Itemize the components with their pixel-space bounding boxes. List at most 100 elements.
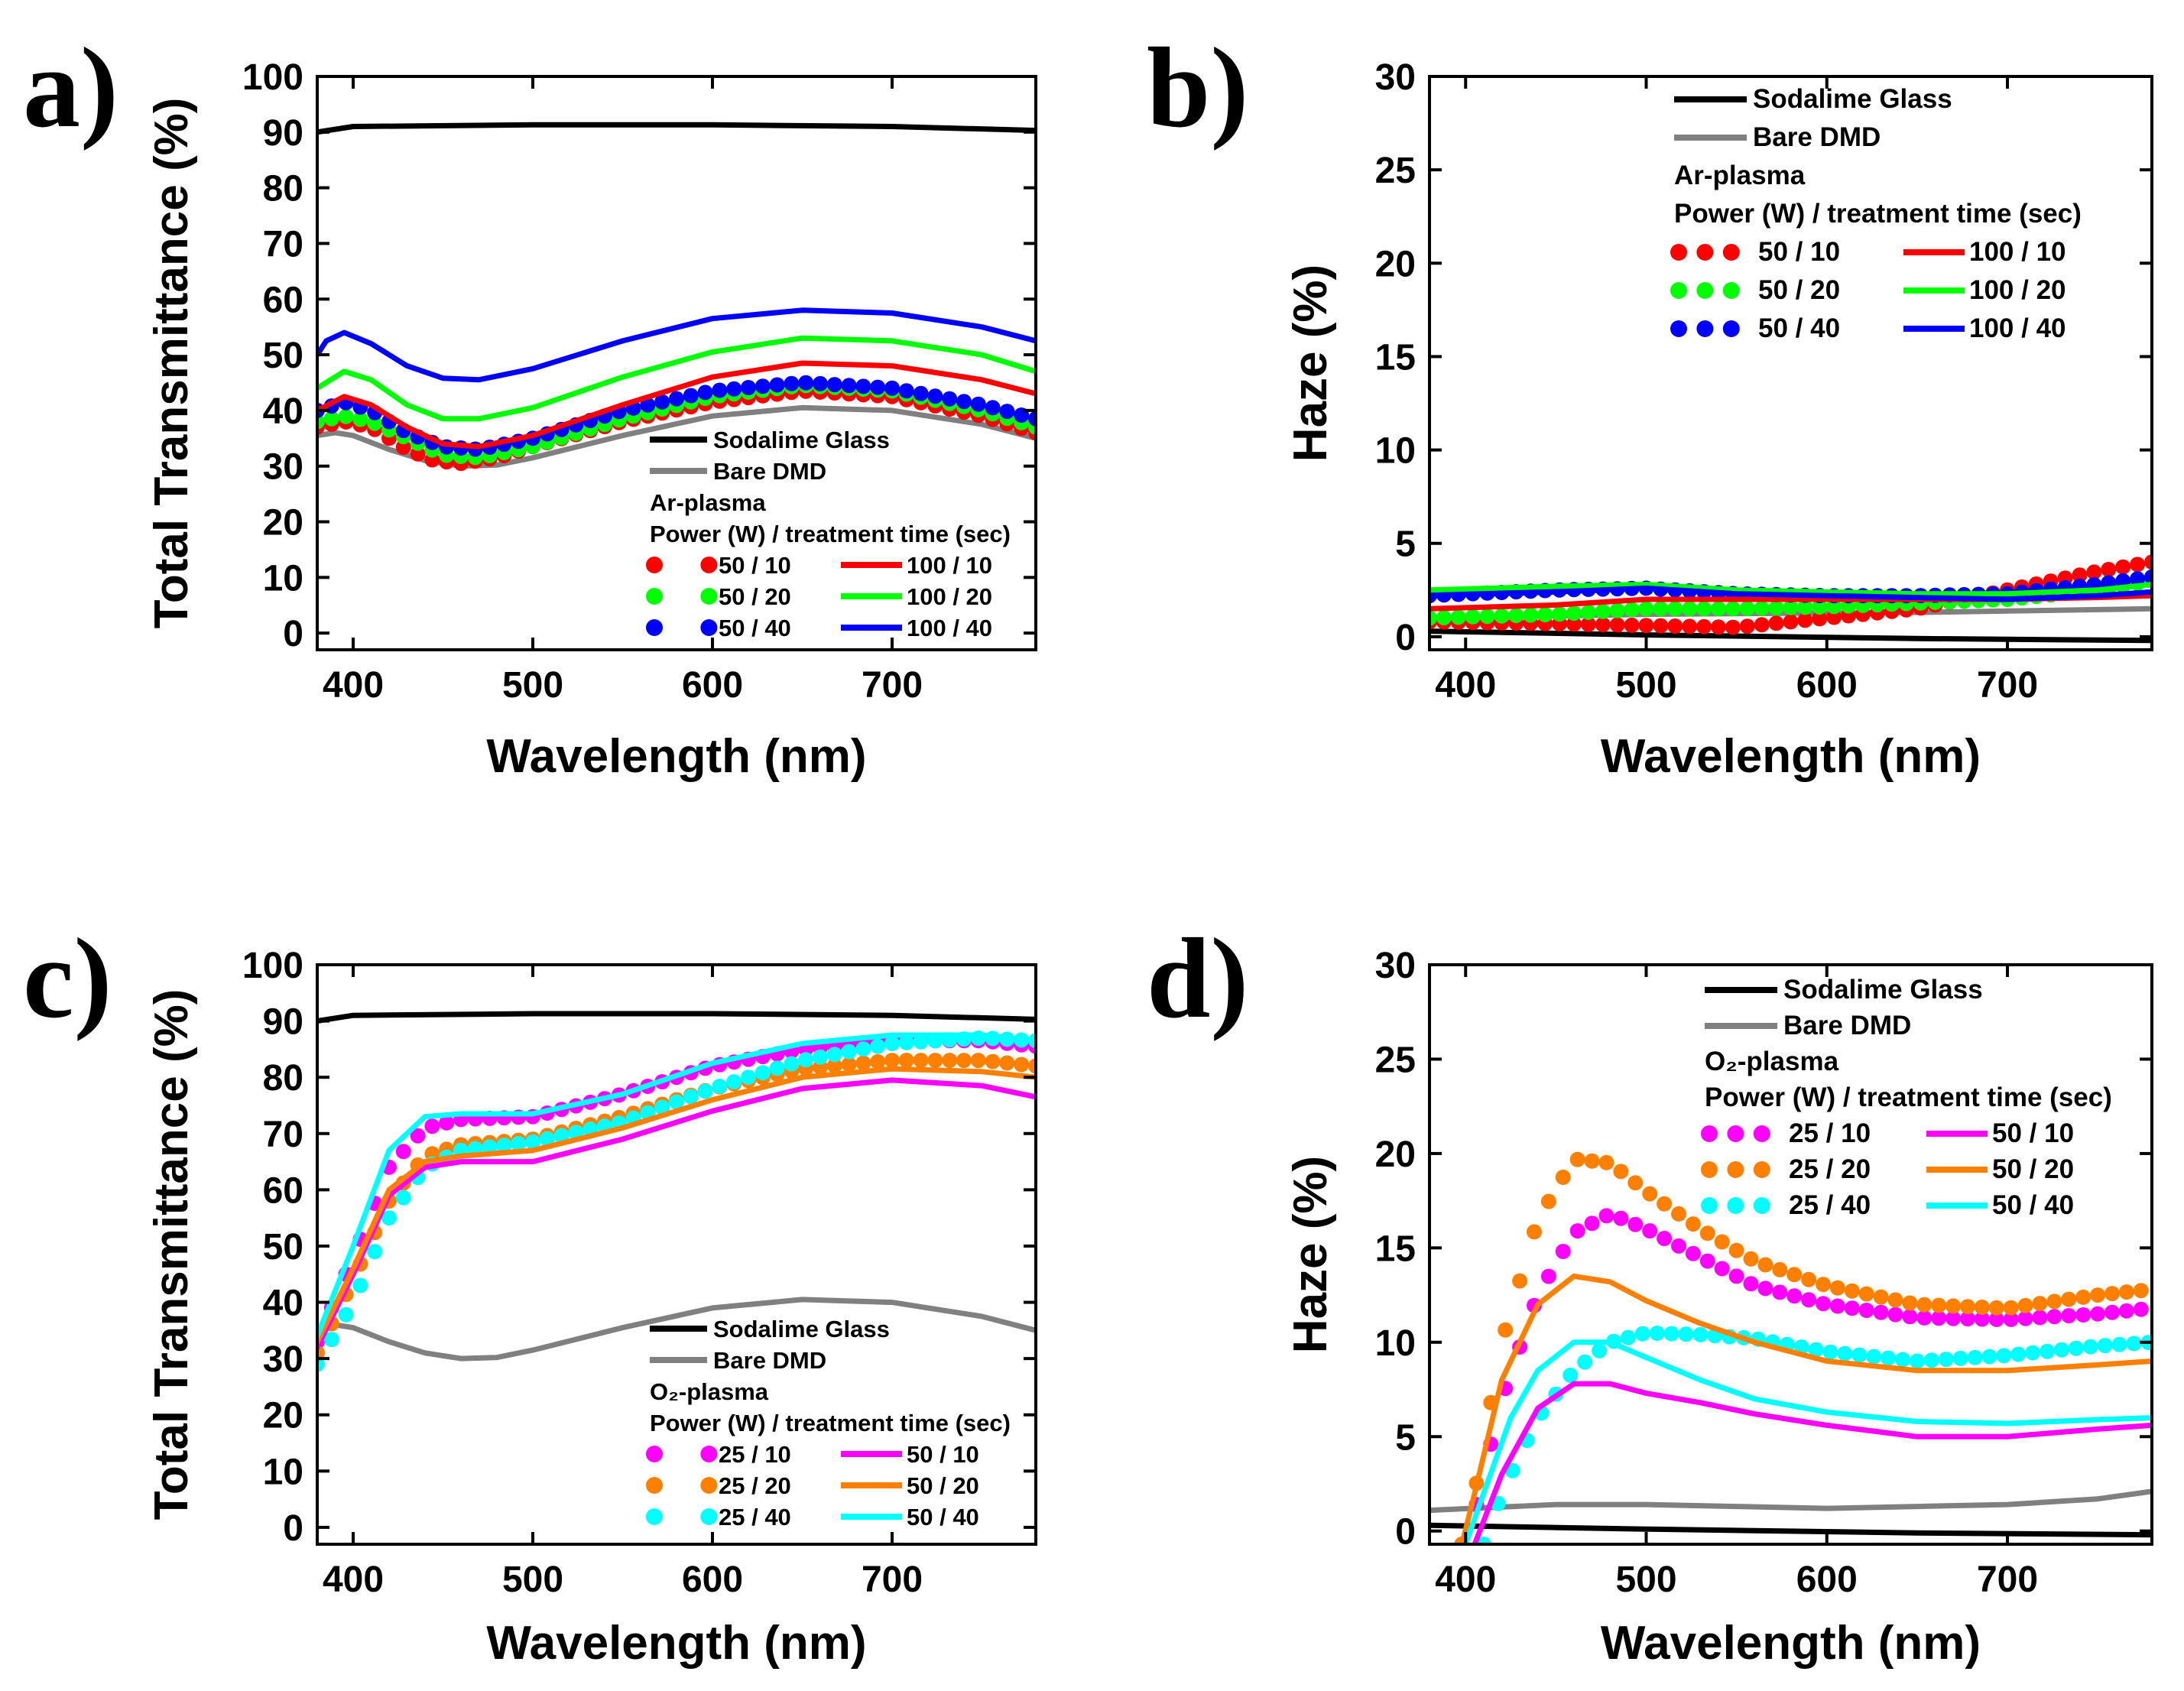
x-tick-label: 700: [1977, 1560, 2038, 1600]
data-point: [2017, 1310, 2033, 1326]
x-tick-label: 400: [323, 665, 384, 706]
data-point: [338, 408, 354, 424]
data-point: [1786, 1267, 1803, 1283]
legend-dot: [700, 1477, 718, 1494]
data-point: [1624, 617, 1640, 633]
data-point: [2118, 1284, 2134, 1300]
data-point: [2053, 1342, 2069, 1358]
panel-label-d: d): [1147, 915, 1248, 1042]
y-tick-label: 20: [263, 1396, 303, 1436]
data-point: [1508, 608, 1524, 624]
data-point: [1552, 606, 1568, 622]
y-tick-label: 25: [1375, 1040, 1416, 1080]
legend-heading: Power (W) / treatment time (sec): [650, 1410, 1011, 1436]
data-point: [1580, 616, 1596, 632]
series-line-50-20: [317, 1066, 1036, 1345]
data-point: [511, 1136, 527, 1151]
panel-a: a) 400 500 600 700 0 10 20 30 40 50 60 70 80 90 100 Wave…: [23, 24, 1037, 783]
data-point: [2090, 1306, 2106, 1322]
data-point: [1609, 602, 1625, 618]
data-point: [1909, 1353, 1925, 1369]
data-point: [1527, 1224, 1542, 1240]
data-point: [1728, 1268, 1744, 1284]
x-axis-title: Wavelength (nm): [1601, 1617, 1981, 1670]
data-point: [1881, 1350, 1897, 1366]
data-point: [1974, 1311, 1990, 1327]
data-point: [942, 391, 958, 407]
legend-entry: Bare DMD: [1783, 1011, 1911, 1040]
series-line-50-10: [1472, 1381, 2152, 1544]
data-point: [1725, 619, 1741, 635]
data-point: [683, 1089, 699, 1105]
data-point: [1613, 1164, 1629, 1180]
data-point: [1768, 600, 1784, 616]
plot-frame: [316, 963, 1037, 1546]
data-point: [2046, 1309, 2062, 1325]
data-point: [884, 1053, 900, 1069]
data-point: [395, 1190, 411, 1206]
x-axis-title: Wavelength (nm): [486, 1617, 866, 1670]
data-point: [2032, 1296, 2048, 1312]
y-tick-label: 30: [1375, 946, 1416, 986]
legend-dot: [1701, 1161, 1718, 1178]
panel-label-c: c): [23, 915, 112, 1042]
data-point: [1696, 618, 1712, 635]
data-point: [2133, 1283, 2149, 1299]
data-point: [1598, 1208, 1614, 1224]
data-point: [1945, 1298, 1962, 1314]
data-point: [2130, 557, 2146, 573]
legend-entry: 50 / 40: [1992, 1190, 2074, 1220]
series-line-sodalime-glass: [317, 1011, 1036, 1024]
data-point: [395, 1144, 411, 1160]
y-tick-label: 0: [283, 1508, 303, 1549]
legend-entry: Bare DMD: [713, 458, 826, 485]
legend-dot: [1727, 1161, 1744, 1178]
data-point: [1566, 605, 1582, 622]
legend-dot: [646, 1446, 663, 1462]
data-point: [2097, 1338, 2113, 1354]
x-tick-label: 400: [1435, 665, 1496, 706]
data-point: [1757, 1280, 1773, 1297]
data-point: [2061, 1308, 2077, 1324]
data-point: [525, 1134, 540, 1150]
data-point: [1851, 1347, 1868, 1363]
data-point: [784, 375, 800, 391]
data-point: [1739, 601, 1755, 616]
y-axis-title: Total Transmittance (%): [145, 98, 198, 629]
x-axis-title: Wavelength (nm): [1601, 730, 1981, 783]
data-point: [669, 1094, 684, 1110]
data-point: [970, 1053, 986, 1069]
legend-entry: 50 / 10: [907, 1441, 979, 1468]
data-point: [1887, 1292, 1903, 1308]
data-point: [1952, 1350, 1968, 1366]
data-point: [352, 411, 368, 427]
data-point: [2075, 1307, 2092, 1323]
data-point: [1649, 1326, 1665, 1341]
data-point: [367, 1244, 383, 1260]
data-point: [1584, 1216, 1600, 1232]
data-point: [2017, 1297, 2033, 1313]
data-point: [1783, 599, 1799, 615]
data-point: [1682, 618, 1698, 635]
data-point: [1627, 1175, 1644, 1191]
series-line-bare-dmd: [1429, 1488, 2152, 1514]
data-point: [927, 388, 943, 404]
x-tick-label: 500: [1615, 1560, 1676, 1600]
data-point: [1938, 1352, 1954, 1368]
data-point: [1858, 1303, 1874, 1318]
y-tick-label: 30: [263, 1339, 303, 1380]
legend-dot: [700, 619, 718, 636]
data-point: [410, 446, 426, 462]
data-point: [697, 1083, 713, 1099]
data-point: [1826, 599, 1842, 615]
data-point: [1028, 1058, 1036, 1074]
plot-frame: [1428, 75, 2153, 651]
data-point: [1837, 1345, 1853, 1362]
legend-dot: [1701, 1125, 1718, 1142]
data-point: [439, 1115, 455, 1131]
data-point: [1974, 1300, 1990, 1315]
series-line-50-40: [317, 1032, 1036, 1339]
data-point: [1743, 1276, 1759, 1292]
data-point: [1663, 1326, 1679, 1342]
data-point: [1620, 1329, 1636, 1345]
